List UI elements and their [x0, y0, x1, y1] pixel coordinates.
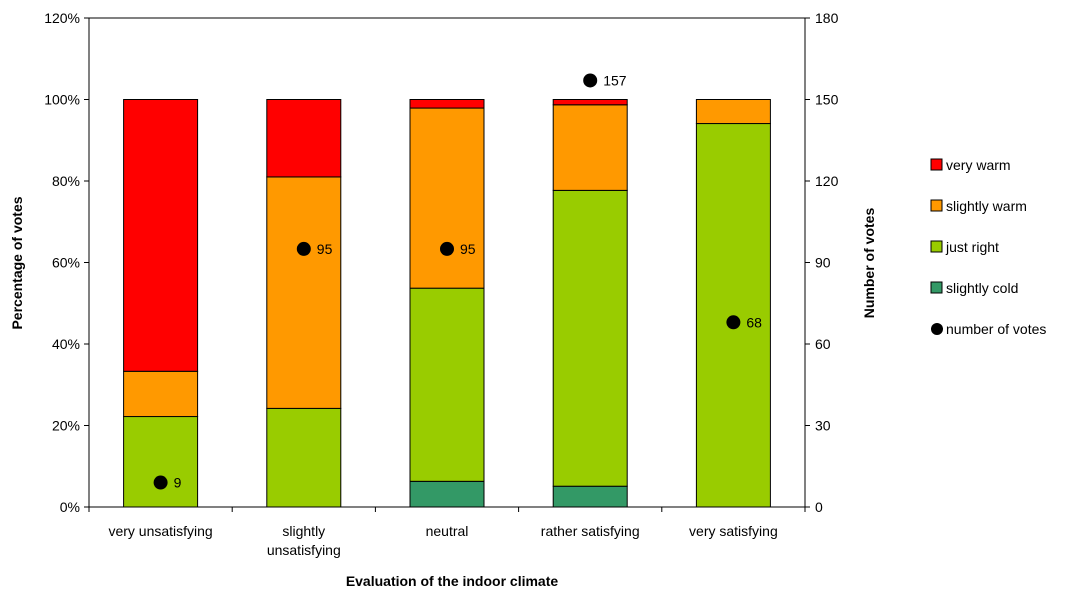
y2-tick-label: 60 [815, 336, 831, 352]
legend-label: slightly cold [946, 280, 1018, 296]
legend-swatch [930, 240, 943, 253]
bar-segment [123, 370, 199, 418]
bar-segment [266, 407, 342, 508]
legend-label: number of votes [946, 321, 1046, 337]
legend-swatch [930, 281, 943, 294]
bar-segment [409, 99, 485, 109]
y2-tick-label: 180 [815, 10, 839, 26]
legend-swatch [930, 199, 943, 212]
vote-marker [153, 475, 168, 490]
y2-tick-label: 120 [815, 173, 839, 189]
bar-segment [266, 176, 342, 409]
y2-axis-title: Number of votes [861, 208, 877, 319]
y-tick-label: 20% [52, 418, 80, 434]
vote-marker [583, 73, 598, 88]
y2-tick-label: 150 [815, 92, 839, 108]
legend-label: just right [945, 239, 999, 255]
x-axis: very unsatisfying slightly unsatisfying neu… [88, 507, 806, 558]
legend-label: slightly warm [946, 198, 1027, 214]
bar-segment [552, 485, 628, 508]
vote-marker [296, 241, 311, 256]
y2-tick-label: 30 [815, 418, 831, 434]
x-tick-label: very satisfying [689, 523, 778, 539]
bar-segment [123, 99, 199, 372]
y-tick-label: 40% [52, 336, 80, 352]
legend: very warm slightly warm just right slightly… [930, 157, 1046, 337]
x-tick-label: neutral [426, 523, 469, 539]
y-tick-label: 120% [44, 10, 80, 26]
y-axis-right: 0 30 60 90 120 150 180 [805, 10, 839, 515]
vote-label: 95 [460, 241, 476, 257]
bar-segment [266, 99, 342, 178]
x-tick-label: rather satisfying [541, 523, 640, 539]
bar-segment [409, 287, 485, 482]
vote-marker [726, 315, 741, 330]
bar-segment [409, 480, 485, 508]
bar-segment [552, 99, 628, 106]
vote-marker [440, 241, 454, 256]
y-axis-left: 0% 20% 40% 60% 80% 100% 120% [44, 10, 89, 515]
y-tick-label: 0% [60, 499, 80, 515]
y-axis-title: Percentage of votes [9, 196, 25, 329]
x-axis-title: Evaluation of the indoor climate [346, 573, 559, 589]
bar-segment [695, 99, 771, 125]
y-tick-label: 80% [52, 173, 80, 189]
y2-tick-label: 90 [815, 255, 831, 271]
bar-segment [123, 416, 199, 508]
legend-swatch [930, 158, 943, 171]
y-tick-label: 60% [52, 255, 80, 271]
bar-segment [552, 189, 628, 487]
plot-area: 9 95 95 157 68 [88, 17, 806, 508]
bar-segment [409, 107, 485, 289]
vote-label: 157 [603, 72, 627, 88]
y2-tick-label: 0 [815, 499, 823, 515]
x-tick-label: very unsatisfying [108, 523, 212, 539]
legend-label: very warm [946, 157, 1011, 173]
legend-marker [931, 323, 943, 335]
vote-label: 68 [746, 314, 762, 330]
x-tick-label: slightly unsatisfying [267, 523, 341, 558]
vote-label: 95 [317, 241, 333, 257]
bar-segment [552, 104, 628, 191]
vote-label: 9 [174, 475, 182, 491]
y-tick-label: 100% [44, 92, 80, 108]
